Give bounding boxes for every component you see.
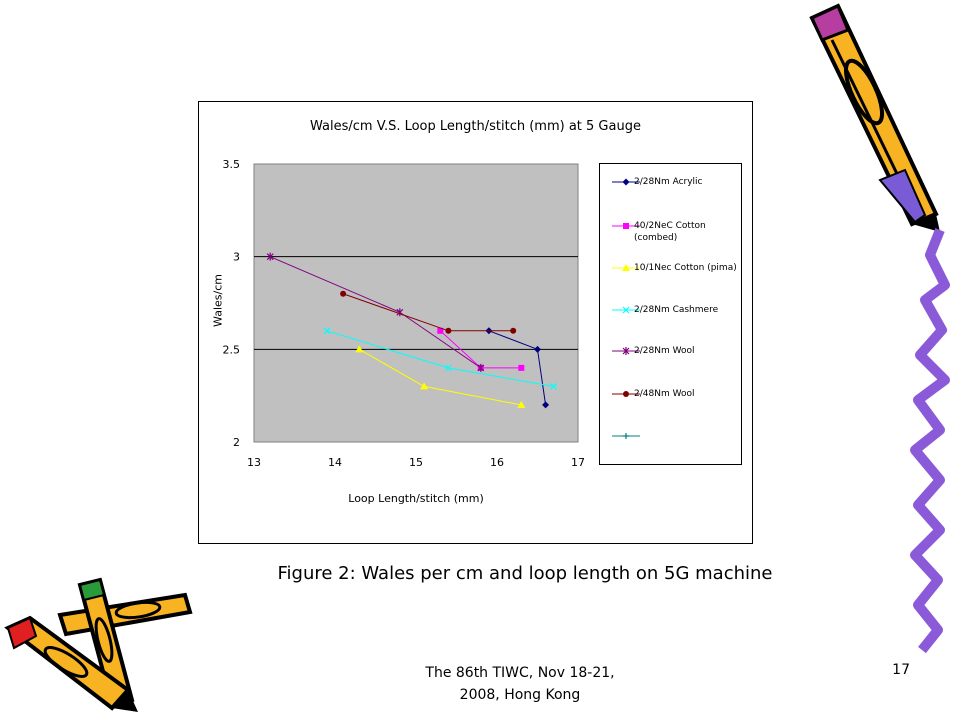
- data-point-3: [444, 364, 452, 372]
- y-axis-title: Wales/cm: [211, 274, 225, 327]
- legend-swatch-marker-5: [623, 391, 629, 397]
- tick-labels: 2 2.5 3 3.5 13 14 15 16 17: [223, 158, 586, 469]
- legend-label-cotton-pima: 10/1Nec Cotton (pima): [634, 263, 737, 273]
- legend-swatch-marker-6: [623, 433, 629, 439]
- legend-swatch-marker-3: [622, 306, 630, 314]
- y-tick-label: 2.5: [223, 343, 241, 356]
- footer-line-2: 2008, Hong Kong: [459, 687, 581, 703]
- x-tick-label: 17: [571, 456, 585, 469]
- data-point-1: [437, 327, 444, 334]
- data-point-3: [550, 382, 558, 390]
- data-point-5: [340, 290, 347, 297]
- legend-swatch-marker-4: [622, 347, 630, 355]
- x-tick-label: 16: [490, 456, 504, 469]
- data-point-4: [266, 252, 274, 261]
- data-point-1: [518, 364, 525, 371]
- legend-label-wool-28: 2/28Nm Wool: [634, 346, 695, 356]
- footer-line-1: The 86th TIWC, Nov 18-21,: [425, 665, 615, 681]
- y-tick-label: 2: [233, 436, 240, 449]
- footer-conference: The 86th TIWC, Nov 18-21, 2008, Hong Kon…: [380, 662, 660, 706]
- figure-caption: Figure 2: Wales per cm and loop length o…: [277, 563, 773, 584]
- data-point-5: [510, 327, 517, 334]
- data-point-2: [517, 400, 526, 408]
- y-tick-label: 3.5: [223, 158, 241, 171]
- x-tick-label: 14: [328, 456, 342, 469]
- legend-swatch-marker-0: [622, 178, 630, 186]
- x-axis-title: Loop Length/stitch (mm): [348, 492, 484, 505]
- pencils-clipart-bottom-left: [4, 577, 193, 712]
- legend-swatch-marker-2: [622, 264, 630, 271]
- legend-label-wool-48: 2/48Nm Wool: [634, 389, 695, 399]
- page-number: 17: [892, 662, 910, 678]
- x-tick-label: 13: [247, 456, 261, 469]
- legend-swatch-marker-1: [623, 223, 629, 229]
- legend-label-cotton-combed: 40/2NeC Cotton (combed): [634, 221, 706, 243]
- data-point-3: [323, 327, 331, 335]
- chart-title: Wales/cm V.S. Loop Length/stitch (mm) at…: [310, 119, 641, 134]
- series-lines: [266, 252, 558, 409]
- gridlines: [254, 256, 578, 350]
- legend-label-acrylic: 2/28Nm Acrylic: [634, 177, 703, 187]
- pencil-clipart-top-right: [809, 3, 940, 232]
- data-point-0: [534, 345, 541, 353]
- x-tick-label: 15: [409, 456, 423, 469]
- y-tick-label: 3: [233, 251, 240, 264]
- legend-swatches: [612, 178, 640, 439]
- chart-legend: 2/28Nm Acrylic 40/2NeC Cotton (combed) 1…: [599, 163, 742, 465]
- data-point-2: [420, 382, 429, 390]
- squiggle-decoration-right: [910, 228, 950, 654]
- legend-label-cashmere: 2/28Nm Cashmere: [634, 305, 719, 315]
- plot-background: [253, 163, 579, 443]
- data-point-0: [542, 401, 550, 409]
- data-point-4: [477, 363, 485, 372]
- data-point-5: [445, 327, 452, 334]
- data-point-2: [355, 345, 364, 353]
